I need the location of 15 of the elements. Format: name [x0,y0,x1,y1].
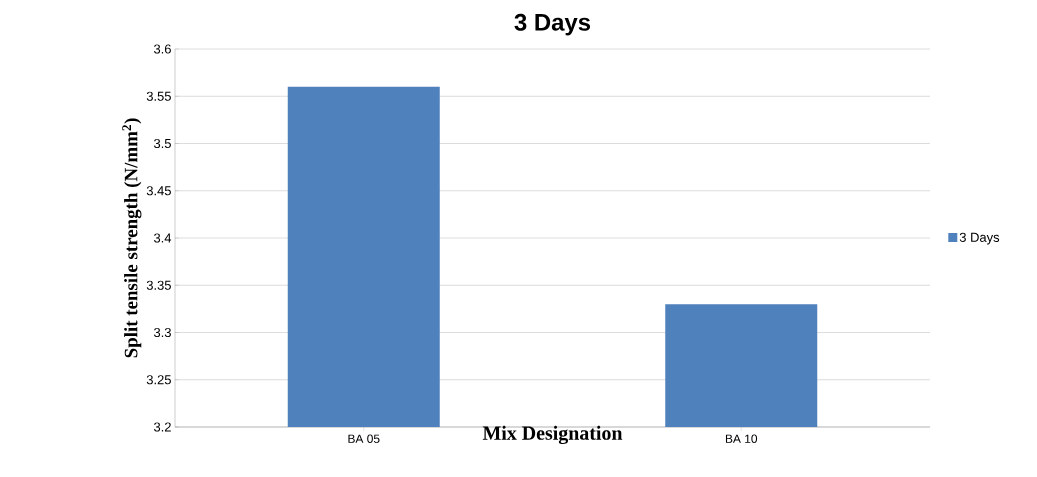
legend-label: 3 Days [959,232,1000,245]
y-tick-label: 3.45 [146,186,171,196]
x-tick-label: BA 10 [725,434,758,443]
y-tick-label: 3.2 [153,422,171,432]
y-tick-label: 3.6 [153,44,171,54]
y-tick-label: 3.3 [153,327,171,338]
y-tick-label: 3.4 [153,233,172,243]
y-axis-title: Split tensile strength (N/mm$^{2}$) [122,118,142,358]
y-tick-label: 3.5 [153,138,171,149]
x-tick-label: BA 05 [348,434,380,443]
y-tick-label: 3.55 [146,91,171,101]
y-tick-label: 3.25 [146,375,171,385]
y-tick-label: 3.35 [146,280,171,290]
chart-title: 3 Days [514,13,591,36]
x-axis-title: Mix Designation [482,425,623,445]
